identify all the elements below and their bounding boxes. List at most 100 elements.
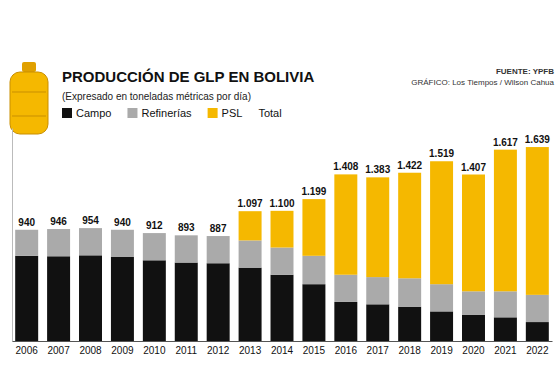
x-tick: 2020 (462, 341, 485, 356)
bar-segment (494, 150, 517, 292)
plot: 9409469549409128938871.0971.1001.1991.40… (13, 129, 553, 357)
x-tick-label: 2013 (239, 345, 262, 356)
icon-body (10, 72, 48, 134)
bar-segment (207, 263, 230, 341)
x-tick: 2011 (175, 341, 197, 356)
bar-segment (111, 257, 134, 341)
bar-segment (271, 211, 294, 248)
bar-segment (334, 302, 357, 341)
total-label: 912 (146, 220, 163, 231)
x-tick: 2014 (271, 341, 294, 356)
bar-segment (271, 275, 294, 341)
icon-band (12, 116, 46, 117)
total-label: 1.422 (397, 160, 422, 171)
bar-segment (398, 278, 421, 306)
bar-segment (207, 236, 230, 237)
icon-valve (22, 62, 36, 72)
x-tick: 2015 (303, 341, 326, 356)
bar-segment (334, 174, 357, 274)
bar-segment (462, 175, 485, 292)
legend-swatch (127, 108, 137, 118)
bar-segment (175, 235, 198, 262)
annotation: FUENTE: YPFB (496, 67, 554, 76)
bar-segment (15, 256, 38, 341)
bar-segment (175, 263, 198, 341)
bar-segment (526, 147, 549, 295)
chart: PRODUCCIÓN DE GLP EN BOLIVIA(Expresado e… (0, 0, 560, 367)
x-tick-label: 2007 (47, 345, 70, 356)
bar-segment (207, 236, 230, 263)
legend-label: Total (258, 107, 281, 119)
bar-segment (526, 322, 549, 341)
legend-label: PSL (222, 107, 243, 119)
total-label: 1.407 (461, 162, 486, 173)
total-label: 954 (82, 215, 99, 226)
bar-segment (366, 177, 389, 277)
total-label: 1.408 (333, 161, 358, 172)
legend-label: Campo (76, 107, 111, 119)
total-label: 1.097 (238, 198, 263, 209)
x-tick-label: 2019 (430, 345, 453, 356)
x-tick-label: 2014 (271, 345, 294, 356)
x-tick: 2013 (239, 341, 262, 356)
x-tick: 2006 (16, 341, 39, 356)
bar-segment (79, 228, 102, 229)
total-label: 893 (178, 222, 195, 233)
x-tick-label: 2022 (526, 345, 549, 356)
bar-segment (366, 304, 389, 341)
x-tick: 2021 (494, 341, 517, 356)
x-tick-label: 2010 (143, 345, 166, 356)
x-tick: 2017 (367, 341, 390, 356)
cylinder-icon (10, 62, 48, 134)
bar-segment (239, 268, 262, 341)
total-label: 887 (210, 223, 227, 234)
x-tick-label: 2020 (462, 345, 485, 356)
total-label: 940 (18, 217, 35, 228)
bar-segment (239, 211, 262, 240)
x-tick: 2019 (430, 341, 453, 356)
total-label: 1.199 (301, 186, 326, 197)
x-tick-label: 2015 (303, 345, 326, 356)
total-label: 1.383 (365, 164, 390, 175)
bar-segment (430, 284, 453, 311)
x-tick-label: 2008 (79, 345, 102, 356)
total-label: 1.100 (269, 198, 294, 209)
bar-segment (79, 255, 102, 341)
x-tick: 2022 (526, 341, 549, 356)
bar-segment (271, 248, 294, 275)
bar-segment (47, 229, 70, 256)
bar-segment (334, 275, 357, 302)
bars (15, 147, 549, 341)
x-tick-label: 2016 (335, 345, 358, 356)
x-tick: 2016 (335, 341, 358, 356)
icon-band (12, 92, 46, 93)
bar-segment (47, 256, 70, 341)
bar-segment (398, 173, 421, 279)
x-tick: 2010 (143, 341, 166, 356)
annotation: GRÁFICO: Los Tiempos / Wilson Cahua (411, 78, 554, 87)
bar-segment (494, 317, 517, 341)
bar-segment (462, 291, 485, 315)
total-label: 940 (114, 217, 131, 228)
x-tick-label: 2012 (207, 345, 230, 356)
bar-segment (430, 311, 453, 341)
x-tick: 2012 (207, 341, 230, 356)
bar-segment (111, 229, 134, 230)
total-label: 1.617 (493, 137, 518, 148)
bar-segment (494, 291, 517, 317)
title: PRODUCCIÓN DE GLP EN BOLIVIA (62, 68, 314, 85)
bar-segment (239, 240, 262, 267)
x-tick: 2008 (79, 341, 102, 356)
legend: Campo Refinerías PSL Total (62, 107, 282, 119)
x-tick-label: 2006 (16, 345, 39, 356)
bar-segment (175, 235, 198, 236)
legend-label: Refinerías (141, 107, 192, 119)
bar-segment (143, 233, 166, 234)
bar-segment (111, 230, 134, 257)
bar-segment (526, 295, 549, 322)
bar-segment (15, 230, 38, 256)
x-tick-label: 2009 (111, 345, 134, 356)
x-axis-line (13, 341, 553, 342)
bar-segment (302, 256, 325, 284)
bar-segment (302, 199, 325, 256)
